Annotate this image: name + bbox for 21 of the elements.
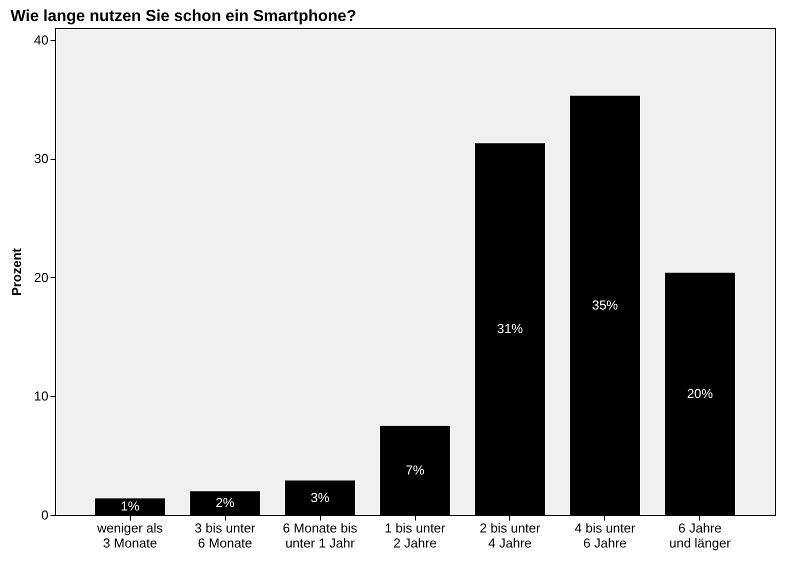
data-label: 35% bbox=[592, 297, 618, 312]
y-tick-label: 40 bbox=[34, 32, 48, 48]
x-tick-label: 4 bis unter 6 Jahre bbox=[574, 520, 636, 550]
data-label: 2% bbox=[216, 495, 235, 510]
data-label: 31% bbox=[496, 321, 524, 336]
data-label: 1% bbox=[120, 498, 140, 514]
x-tick-label: weniger als 3 Monate bbox=[96, 520, 164, 550]
y-tick-label: 30 bbox=[34, 151, 48, 166]
data-label: 3% bbox=[310, 490, 330, 505]
x-tick-label: 1 bis unter 2 Jahre bbox=[384, 520, 446, 550]
x-tick-label: 6 Jahre und länger bbox=[669, 520, 732, 550]
data-label: 20% bbox=[686, 386, 714, 401]
y-tick-label: 10 bbox=[34, 388, 48, 404]
x-tick-label: 2 bis unter 4 Jahre bbox=[480, 520, 542, 550]
x-tick-label: 6 Monate bis unter 1 Jahr bbox=[282, 520, 358, 550]
y-axis-title: Prozent bbox=[9, 247, 24, 296]
y-tick-label: 0 bbox=[41, 508, 48, 522]
x-tick-label: 3 bis unter 6 Monate bbox=[194, 520, 256, 550]
data-label: 7% bbox=[406, 462, 425, 478]
y-tick-label: 20 bbox=[34, 270, 48, 285]
chart-title: Wie lange nutzen Sie schon ein Smartphone? bbox=[10, 8, 356, 25]
